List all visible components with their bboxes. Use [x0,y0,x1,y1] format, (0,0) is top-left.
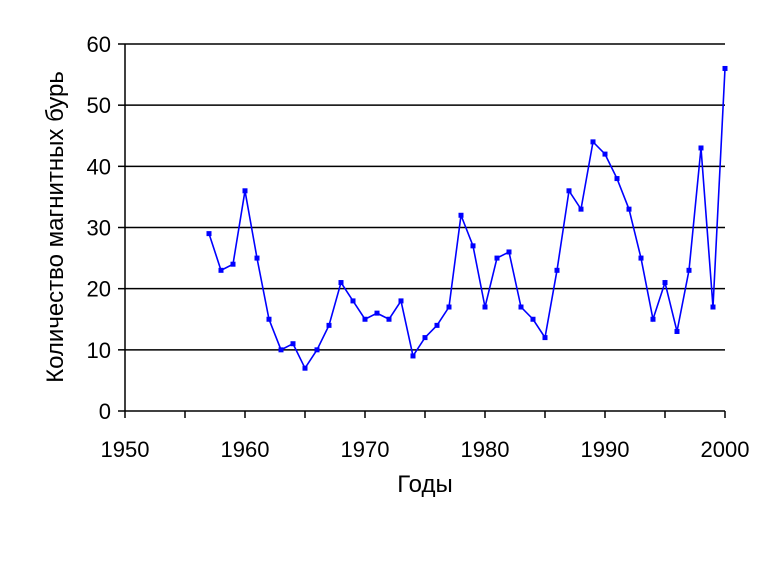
data-point [638,255,644,261]
data-point [590,139,596,145]
data-point [626,206,632,212]
y-tick-label: 20 [87,277,111,302]
data-point [290,341,296,347]
y-tick-label: 30 [87,216,111,241]
data-point [470,243,476,249]
data-point [458,212,464,218]
data-point [710,304,716,310]
x-tick-label: 1980 [461,437,510,462]
data-point [530,316,536,322]
data-point [506,249,512,255]
data-point [410,353,416,359]
x-tick-label: 1990 [581,437,630,462]
y-tick-label: 10 [87,338,111,363]
y-axis-title: Количество магнитных бурь [42,71,69,383]
x-tick-label: 1970 [341,437,390,462]
x-tick-label: 1950 [101,437,150,462]
data-point [386,316,392,322]
x-axis-title: Годы [397,471,452,498]
data-point [362,316,368,322]
data-point [602,151,608,157]
data-point [578,206,584,212]
gridlines [125,43,725,351]
data-point [242,188,248,194]
y-tick-label: 60 [87,32,111,57]
data-point [698,145,704,151]
data-point [266,316,272,322]
data-point [350,298,356,304]
series-line [208,68,726,370]
data-point [554,267,560,273]
data-point [398,298,404,304]
data-point [230,261,236,267]
data-point [422,335,428,341]
x-ticks: 1950 1960 1970 1980 1990 2000 [101,411,750,462]
data-point [434,322,440,328]
x-tick-label: 1960 [221,437,270,462]
y-tick-label: 40 [87,154,111,179]
data-point [566,188,572,194]
data-point [338,280,344,286]
data-point [686,267,692,273]
data-point [518,304,524,310]
data-point [482,304,488,310]
series [206,65,728,371]
data-point [254,255,260,261]
data-point [218,267,224,273]
y-ticks: 0 10 20 30 40 50 60 [87,32,125,424]
data-point [326,322,332,328]
data-point [206,231,212,237]
data-point [314,347,320,353]
data-point [614,176,620,182]
data-point [662,280,668,286]
data-point [302,365,308,371]
data-point [278,347,284,353]
y-tick-label: 50 [87,93,111,118]
data-point [446,304,452,310]
y-tick-label: 0 [99,399,111,424]
data-point [722,65,728,71]
data-point [494,255,500,261]
data-point [374,310,380,316]
data-point [542,335,548,341]
data-point [650,316,656,322]
x-tick-label: 2000 [701,437,750,462]
data-point [674,328,680,334]
